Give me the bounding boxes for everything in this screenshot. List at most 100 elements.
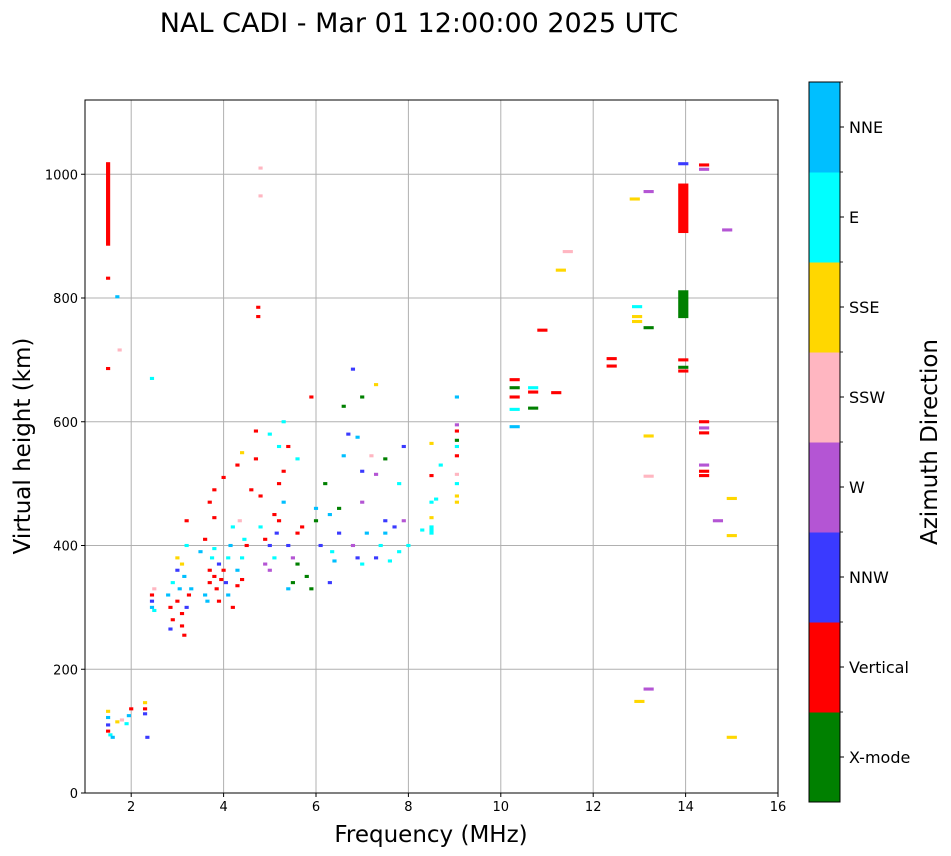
data-point-vertical [253,457,259,461]
colorbar-segment [809,622,840,713]
data-point-vertical [207,568,212,572]
data-point-nnw [106,723,111,727]
x-tick-label: 16 [770,800,787,815]
data-point-vertical [309,395,314,399]
data-point-x-mode [528,406,539,410]
data-point-vertical [235,584,240,588]
colorbar-segment [809,442,840,533]
data-point-sse [726,735,737,739]
data-point-e [149,376,155,380]
colorbar-segment [809,82,840,173]
data-point-x-mode [383,457,388,461]
data-point-e [420,528,425,532]
data-point-e [387,559,392,563]
data-point-vertical [258,494,263,498]
data-point-nnw [274,531,279,535]
data-point-nne [149,605,155,609]
data-point-x-mode [337,506,342,510]
data-point-x-mode [309,587,314,591]
data-point-vertical [184,519,189,523]
data-point-sse [643,434,654,438]
data-point-nne [198,550,203,554]
data-point-nnw [327,581,332,585]
data-points [106,162,737,739]
data-point-e [281,420,286,424]
data-point-ssw [152,587,157,591]
data-point-x-mode [323,482,328,486]
data-point-nne [332,559,337,563]
colorbar-tick-label: Vertical [849,658,909,677]
data-point-e [438,463,443,467]
data-point-vertical [276,519,282,523]
data-point-w [263,562,268,566]
data-point-ssw [119,718,125,722]
data-point-w [643,687,654,691]
colorbar-tick-label: X-mode [849,748,910,767]
data-point-nne [313,506,319,510]
y-tick-label: 0 [70,787,78,802]
data-point-nnw [337,531,342,535]
colorbar-tick-label: E [849,208,859,227]
colorbar-tick-label: SSE [849,298,879,317]
y-tick-label: 600 [53,416,78,431]
data-point-vertical [179,624,185,628]
data-point-vertical [214,587,219,591]
data-point-e [170,581,175,585]
data-point-sse [142,701,148,705]
data-point-x-mode [643,326,654,330]
colorbar-segment [809,172,840,263]
x-tick-label: 8 [404,800,412,815]
data-point-nnw [401,444,406,449]
data-point-sse [106,709,111,713]
data-point-nnw [168,627,173,631]
data-point-vertical [537,328,548,332]
data-point-ssw [369,454,374,458]
data-point-vertical [129,707,134,711]
data-point-vertical [281,469,286,473]
data-point-vertical [230,605,235,609]
data-point-vertical [454,429,459,433]
data-point-vertical [295,531,300,535]
data-point-nnw [142,712,148,716]
data-point-nne [177,587,182,591]
data-point-e [276,444,282,449]
chart-title: NAL CADI - Mar 01 12:00:00 2025 UTC [160,8,678,39]
data-point-x-mode [509,386,520,390]
data-point-nnw [346,432,351,436]
data-point-nne [509,425,520,429]
data-point-e [528,386,539,390]
x-tick-label: 10 [493,800,510,815]
data-point-sse [175,556,180,560]
data-point-nne [454,395,459,399]
data-point-vertical [175,599,180,603]
data-point-vertical [509,395,520,399]
data-point-vertical [454,454,459,458]
data-point-x-mode [304,574,309,578]
data-point-vertical [678,183,689,234]
data-point-x-mode [678,365,689,369]
data-point-vertical [149,593,155,597]
data-point-vertical [244,543,249,548]
data-point-ssw [258,194,263,198]
data-point-nnw [355,556,360,560]
colorbar-tick-label: W [849,478,865,497]
data-point-x-mode [295,562,300,566]
data-point-nne [203,593,208,597]
colorbar-tick-label: NNE [849,118,883,137]
data-point-vertical [240,577,245,582]
data-point-nnw [223,581,228,585]
data-point-vertical [509,378,520,382]
data-point-w [290,556,295,560]
data-point-e [454,444,459,449]
data-point-e [230,525,235,529]
data-point-w [712,519,724,523]
data-point-nne [383,531,388,535]
data-point-nne [106,715,111,720]
data-point-vertical [606,357,617,361]
data-point-vertical [182,633,187,637]
data-point-vertical [698,474,710,478]
data-point-w [698,426,710,430]
data-point-e [209,556,215,560]
data-point-vertical [253,429,259,433]
y-tick-label: 1000 [45,168,78,183]
